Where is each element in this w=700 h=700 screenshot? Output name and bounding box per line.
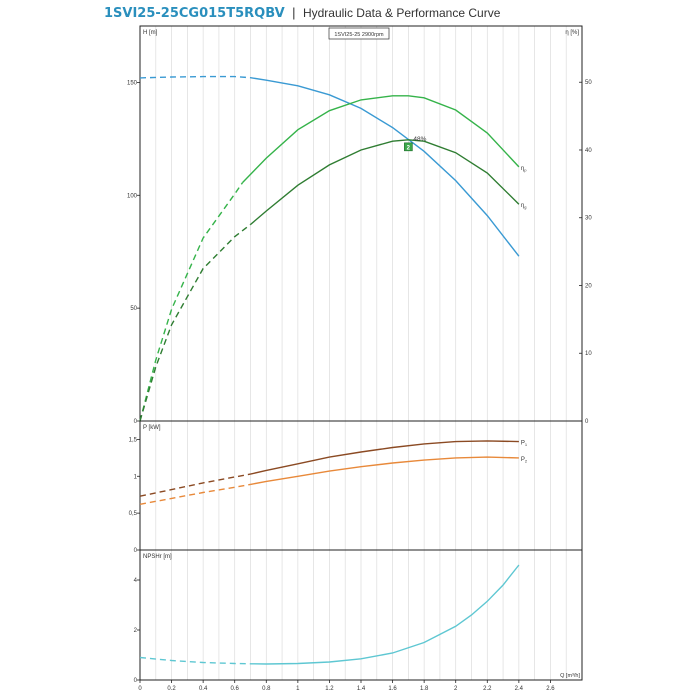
title-separator: | — [292, 5, 296, 20]
x-tick-label: 2.2 — [483, 686, 492, 692]
y2-tick-label: 20 — [585, 283, 592, 289]
curve-title-box — [328, 27, 390, 40]
y-tick-label: 0 — [134, 419, 138, 425]
x-tick-label: 2 — [454, 686, 458, 692]
x-tick-label: 1 — [296, 686, 300, 692]
power-ylabel: P [kW] — [143, 425, 161, 431]
head-curve-dashed — [139, 75, 251, 79]
x-axis-label: Q [m³/h] — [560, 673, 580, 679]
x-tick-label: 2.6 — [546, 686, 555, 692]
duty-point-marker — [404, 142, 413, 152]
power-2-curve-dashed — [139, 483, 251, 505]
y-tick-label: 100 — [127, 193, 138, 199]
x-tick-label: 1.8 — [420, 686, 429, 692]
y2-tick-label: 30 — [585, 216, 592, 222]
efficiency-g-curve-label: ηg — [521, 203, 527, 210]
x-tick-label: 0.4 — [199, 686, 208, 692]
x-tick-label: 0.2 — [167, 686, 176, 692]
x-tick-label: 0 — [138, 686, 142, 692]
efficiency-p-curve-label: ηp — [521, 166, 527, 173]
duty-point-label: 48% — [413, 136, 426, 143]
chart-subtitle: Hydraulic Data & Performance Curve — [302, 6, 501, 20]
duty-point-marker-label: 2 — [407, 145, 411, 151]
y-tick-label: 0 — [134, 548, 138, 554]
power-2-curve-solid — [250, 456, 519, 486]
model-name: 1SVI25-25CG015T5RQBV — [104, 6, 285, 21]
curve-title: 1SVI25-25 2900rpm — [334, 32, 384, 38]
x-tick-label: 1.4 — [357, 686, 366, 692]
head-y2label: η [%] — [565, 30, 579, 36]
efficiency-p-curve-dashed — [139, 182, 244, 422]
power-1-curve-dashed — [139, 473, 251, 497]
npsh-curve-solid — [250, 564, 520, 665]
y2-tick-label: 10 — [585, 351, 592, 357]
efficiency-g-curve-dashed — [139, 223, 251, 422]
y-tick-label: 0 — [134, 678, 138, 684]
head-ylabel: H [m] — [143, 30, 158, 36]
efficiency-p-curve-solid — [242, 95, 520, 183]
power-1-curve-label: P1 — [521, 441, 528, 448]
y-tick-label: 150 — [127, 80, 138, 86]
npsh-ylabel: NPSHr [m] — [143, 554, 172, 560]
power-1-curve-solid — [250, 440, 519, 475]
y-tick-label: 1,5 — [129, 437, 138, 443]
x-tick-label: 1.6 — [388, 686, 397, 692]
header-title: 1SVI25-25CG015T5RQBV | Hydraulic Data & … — [104, 4, 500, 22]
x-tick-label: 0.6 — [231, 686, 240, 692]
y2-tick-label: 50 — [585, 80, 592, 86]
y2-tick-label: 0 — [585, 419, 589, 425]
x-tick-label: 1.2 — [325, 686, 334, 692]
y2-tick-label: 40 — [585, 148, 592, 154]
power-2-curve-label: P2 — [521, 457, 528, 464]
y-tick-label: 1 — [134, 474, 138, 480]
head-curve-solid — [250, 77, 520, 257]
efficiency-g-curve-solid — [250, 139, 520, 226]
y-tick-label: 4 — [134, 578, 138, 584]
x-tick-label: 2.4 — [515, 686, 524, 692]
y-tick-label: 2 — [134, 628, 138, 634]
npsh-curve-dashed — [139, 656, 251, 665]
y-tick-label: 50 — [130, 306, 137, 312]
x-tick-label: 0.8 — [262, 686, 271, 692]
y-tick-label: 0,5 — [129, 511, 138, 517]
